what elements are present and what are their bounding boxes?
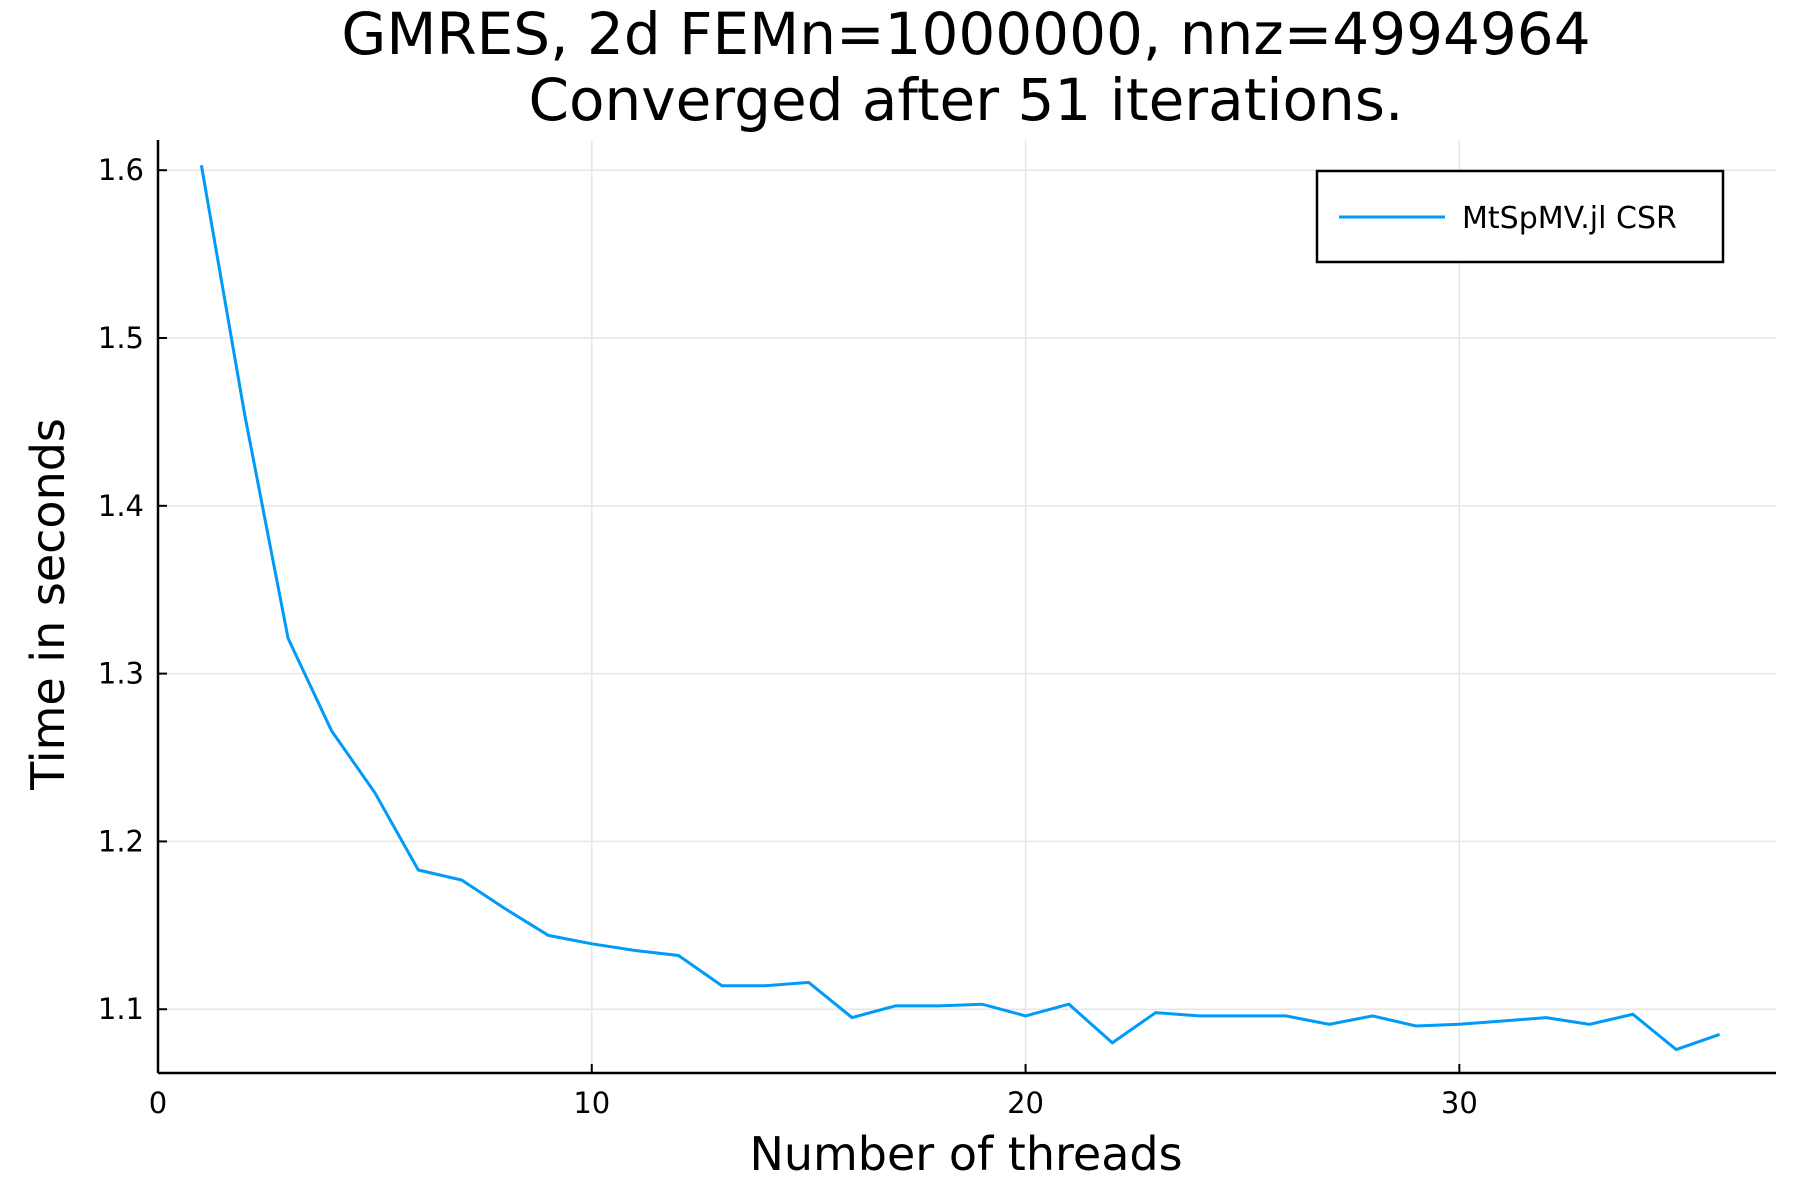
x-tick-label: 20: [1007, 1086, 1044, 1120]
legend: MtSpMV.jl CSR: [1315, 169, 1725, 264]
legend-label: MtSpMV.jl CSR: [1462, 201, 1677, 236]
y-tick-label: 1.5: [98, 321, 144, 355]
x-axis-label: Number of threads: [749, 1127, 1182, 1181]
chart-title-line-1: GMRES, 2d FEMn=1000000, nnz=4994964: [341, 0, 1590, 68]
tick-layer: 0 10 20 30 1.1 1.2 1.3 1.4 1.5 1.6: [98, 153, 1478, 1120]
y-tick-label: 1.1: [98, 992, 144, 1026]
x-tick-label: 30: [1441, 1086, 1478, 1120]
series-line-0: [199, 164, 1721, 1052]
y-tick-label: 1.2: [98, 824, 144, 858]
y-tick-label: 1.3: [98, 657, 144, 691]
y-tick-label: 1.4: [98, 489, 144, 523]
grid: [157, 140, 1776, 1073]
y-tick-label: 1.6: [98, 153, 144, 187]
series-layer: [199, 164, 1721, 1052]
x-tick-label: 0: [149, 1086, 167, 1120]
y-axis-label: Time in seconds: [21, 418, 75, 791]
x-tick-label: 10: [573, 1086, 610, 1120]
chart-title-line-2: Converged after 51 iterations.: [529, 66, 1404, 134]
